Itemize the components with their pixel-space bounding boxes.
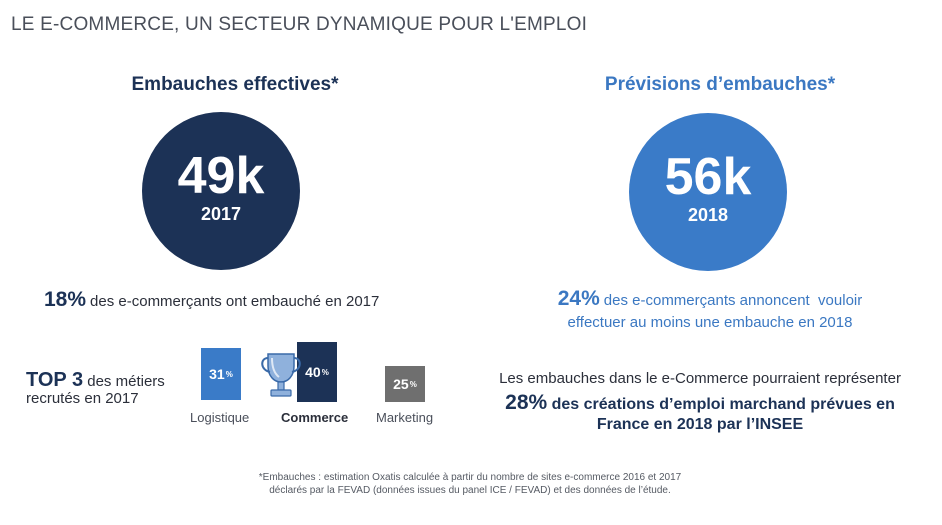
bar-marketing-value: 25 [393, 376, 409, 392]
hires-actual-heading: Embauches effectives* [131, 74, 339, 95]
projection-line1: Les embauches dans le e-Commerce pourrai… [499, 370, 901, 387]
top3-caption: TOP 3 des métiers recrutés en 2017 [26, 369, 165, 407]
bar-logistique-value: 31 [209, 366, 225, 382]
right-stat-text-2: effectuer au moins une embauche en 2018 [567, 314, 853, 331]
bar-marketing-label: Marketing [376, 410, 434, 425]
right-stat-pct: 24% [557, 287, 600, 310]
page-title: LE E-COMMERCE, UN SECTEUR DYNAMIQUE POUR… [11, 14, 588, 35]
hires-2017-year: 2017 [200, 204, 242, 224]
left-stat: 18% des e-commerçants ont embauché en 201… [44, 288, 379, 312]
hires-2018-year: 2018 [687, 205, 729, 225]
bar-marketing: 25% [385, 366, 425, 402]
bar-marketing-unit: % [409, 379, 417, 389]
bar-commerce: 40% [297, 342, 337, 402]
hires-2017-value: 49k [177, 147, 265, 205]
top3-text-2: recrutés en 2017 [26, 390, 139, 407]
hires-2017-circle: 49k 2017 [142, 112, 300, 270]
bar-logistique-label: Logistique [190, 410, 250, 425]
bar-commerce-unit: % [321, 367, 329, 377]
right-stat-text-1: des e-commerçants annoncent vouloir [603, 292, 863, 309]
hires-2018-circle: 56k 2018 [629, 113, 787, 271]
projection-pct: 28% [505, 391, 548, 414]
footnote: *Embauches : estimation Oxatis calculée … [180, 471, 760, 497]
hires-forecast-heading: Prévisions d’embauches* [604, 74, 836, 95]
hires-2018-value: 56k [664, 148, 752, 206]
bar-commerce-value: 40 [305, 364, 321, 380]
bar-logistique: 31% [201, 348, 241, 400]
trophy-icon [261, 353, 301, 397]
projection-line2: 28% des créations d’emploi marchand prév… [480, 391, 920, 435]
bar-commerce-label: Commerce [281, 410, 349, 425]
footnote-line2: déclarés par la FEVAD (données issues du… [269, 485, 671, 496]
top3-strong: TOP 3 [26, 369, 84, 391]
projection-text-1: des créations d’emploi marchand prévues … [551, 396, 895, 413]
bar-logistique-unit: % [225, 369, 233, 379]
left-stat-pct: 18% [44, 288, 87, 311]
left-stat-text: des e-commerçants ont embauché en 2017 [90, 293, 380, 310]
projection-block: Les embauches dans le e-Commerce pourrai… [480, 370, 920, 435]
right-stat: 24% des e-commerçants annoncent vouloir e… [520, 288, 900, 334]
footnote-line1: *Embauches : estimation Oxatis calculée … [258, 472, 682, 483]
top3-text-1: des métiers [87, 373, 165, 390]
projection-text-2: France en 2018 par l’INSEE [596, 416, 804, 433]
